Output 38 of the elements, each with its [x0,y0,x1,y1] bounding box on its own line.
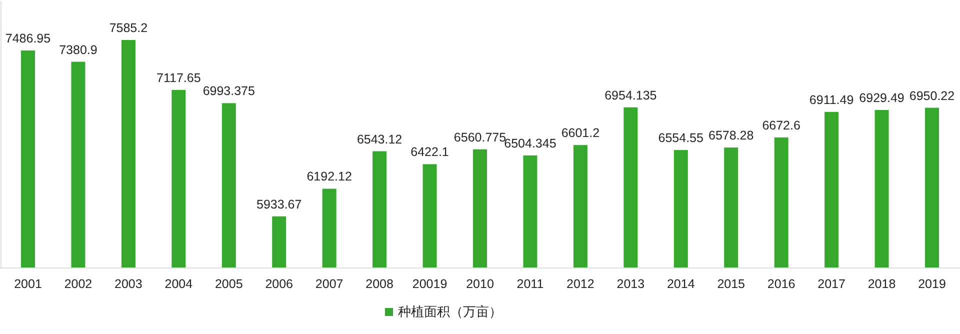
x-tick-label: 2006 [265,277,294,291]
x-tick-label: 2014 [666,277,695,291]
x-tick-label: 2003 [114,277,142,291]
x-tick-label: 2007 [315,277,344,291]
data-label: 6422.1 [410,145,449,160]
data-label: 6601.2 [561,126,600,140]
x-tick-label: 2013 [616,277,645,291]
x-tick-label: 2019 [918,277,946,291]
x-tick-label: 2004 [164,277,193,291]
x-tick-label: 2017 [818,277,846,291]
data-label: 7117.65 [156,70,201,85]
data-label: 6504.345 [504,136,556,150]
x-tick-label: 2010 [466,277,494,291]
x-tick-label: 2018 [868,277,896,291]
data-label: 6954.135 [604,88,657,102]
x-tick-label: 2008 [366,277,394,291]
data-label: 6911.49 [809,92,854,107]
data-label: 6578.28 [708,128,754,142]
x-tick-label: 2005 [214,277,243,291]
data-label: 6672.6 [762,118,800,132]
data-label: 7486.95 [5,31,51,46]
x-tick-label: 2001 [14,277,42,291]
data-label: 7585.2 [109,20,148,35]
data-label: 6950.22 [909,88,955,103]
data-label: 6993.375 [202,84,256,98]
data-label: 7380.9 [59,42,98,57]
data-label: 6929.49 [859,90,904,105]
data-label: 6192.12 [306,170,352,184]
x-tick-label: 2012 [566,277,594,291]
data-label: 6543.12 [356,132,402,146]
data-label: 5933.67 [256,197,302,212]
x-tick-label: 2011 [516,277,544,291]
x-tick-label: 2002 [64,277,92,291]
x-tick-label: 20019 [412,277,448,291]
legend-label: 种植面积（万亩） [398,304,502,319]
x-tick-label: 2015 [717,277,746,291]
data-label: 6554.55 [658,131,704,146]
x-tick-label: 2016 [767,277,796,291]
